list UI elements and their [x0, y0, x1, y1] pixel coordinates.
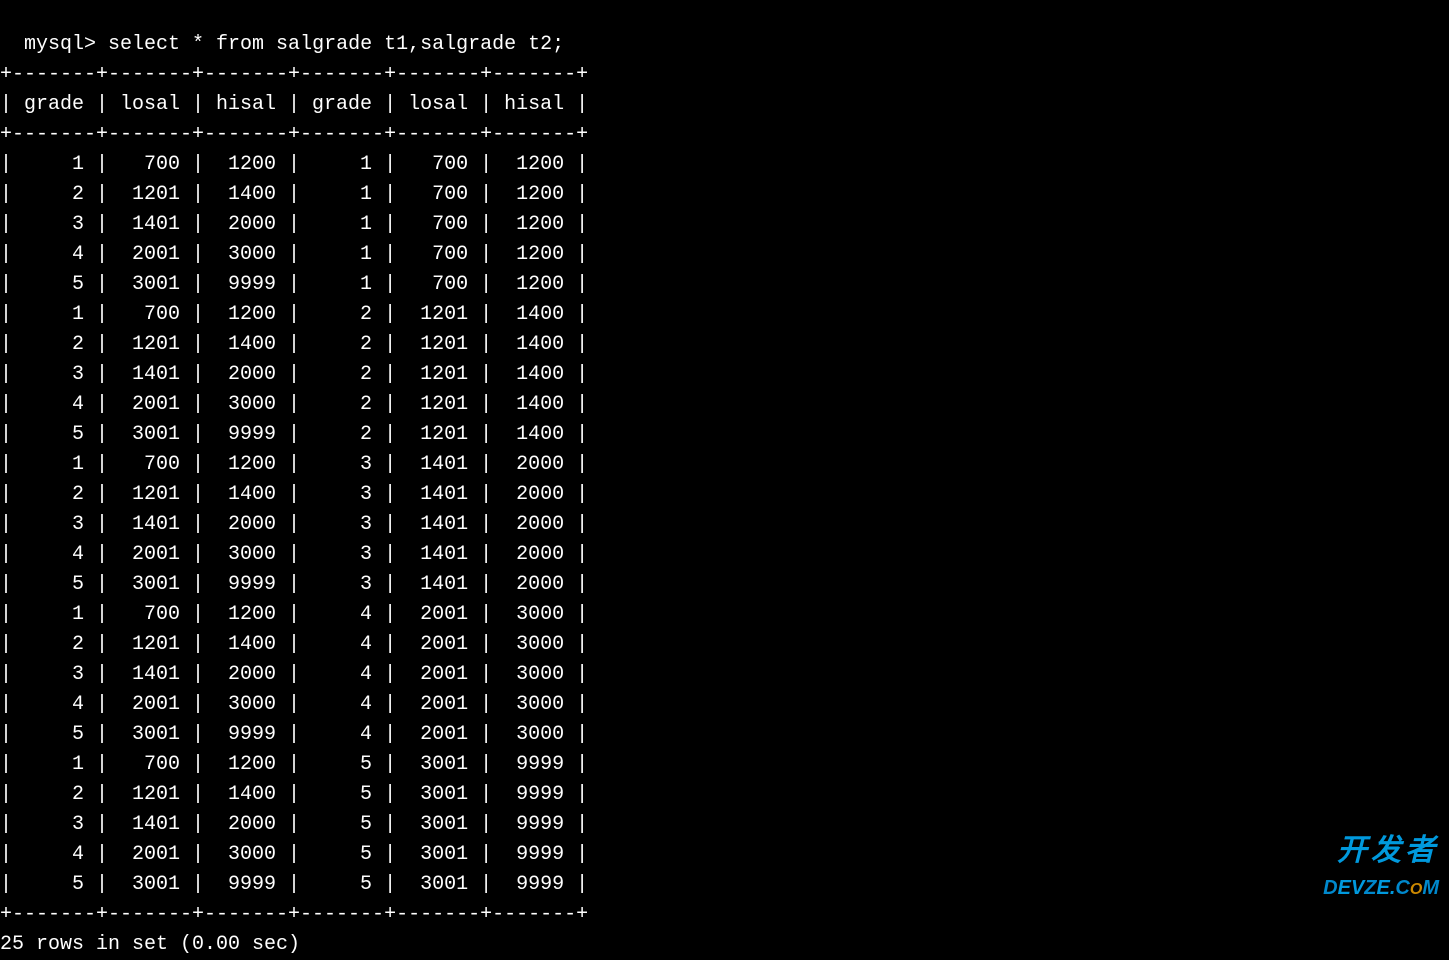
table-border-top: +-------+-------+-------+-------+-------… — [0, 63, 588, 86]
table-body: | 1 | 700 | 1200 | 1 | 700 | 1200 | | 2 … — [0, 153, 588, 896]
site-watermark: 开发者 DEVZE.COM — [1323, 828, 1439, 903]
watermark-cn: 开发者 — [1323, 828, 1439, 873]
table-border-mid: +-------+-------+-------+-------+-------… — [0, 123, 588, 146]
sql-command: select * from salgrade t1,salgrade t2; — [108, 33, 564, 56]
mysql-prompt: mysql> — [24, 33, 108, 56]
table-header-row: | grade | losal | hisal | grade | losal … — [0, 93, 588, 116]
result-footer: 25 rows in set (0.00 sec) — [0, 933, 300, 956]
watermark-en: DEVZE.COM — [1323, 873, 1439, 903]
mysql-terminal-output: mysql> select * from salgrade t1,salgrad… — [0, 0, 1449, 960]
